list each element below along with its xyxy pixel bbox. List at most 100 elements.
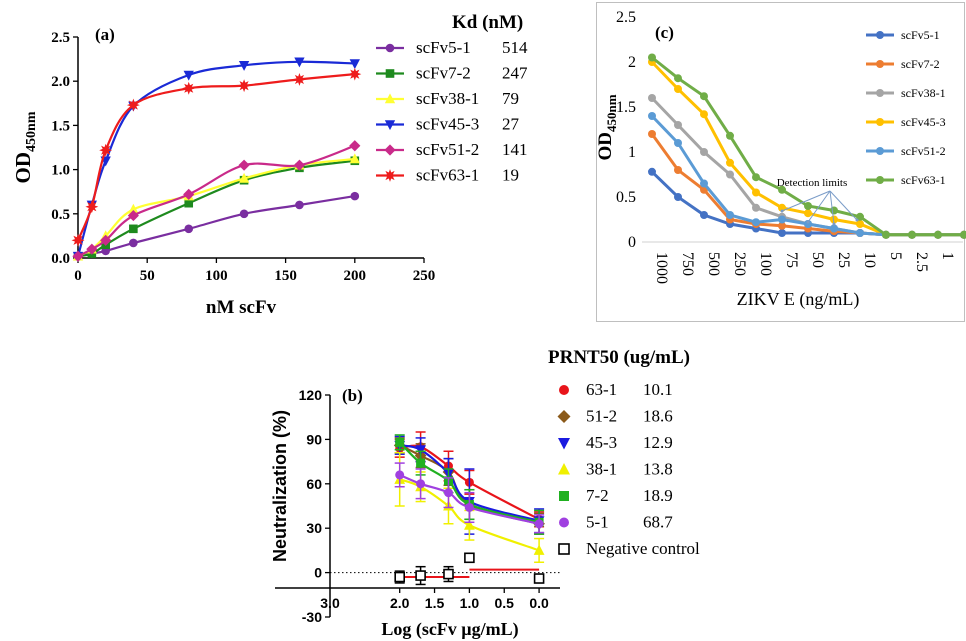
data-point <box>415 445 427 456</box>
data-point <box>752 203 760 212</box>
legend-c: scFv5-1 scFv7-2 scFv38-1 scFv45-3 scFv51-2 sc… <box>866 28 946 187</box>
legend-a: Kd (nM) scFv5-1 514 scFv7-2 247 scFv38-1 79 scF… <box>376 12 528 185</box>
data-point <box>830 224 838 233</box>
data-point <box>238 159 250 171</box>
legend-label: scFv63-1 <box>901 173 946 187</box>
data-point <box>882 230 890 239</box>
data-point <box>700 110 708 119</box>
legend-label: scFv7-2 <box>901 57 940 71</box>
annotation-arrow <box>781 190 831 212</box>
data-point <box>443 488 453 498</box>
annotation-arrow <box>807 190 831 223</box>
y-tick-label: 0.5 <box>51 207 70 223</box>
x-tick-label: 25 <box>835 252 852 268</box>
data-point <box>752 188 760 197</box>
data-point <box>395 470 405 480</box>
x-tick-label: 1.5 <box>425 595 445 611</box>
x-tick-label: 250 <box>731 252 748 276</box>
data-point <box>804 202 812 210</box>
data-point <box>726 170 734 179</box>
data-point <box>443 568 454 580</box>
panel-label: (c) <box>655 23 674 42</box>
data-point <box>129 224 138 234</box>
panel-a: 0.0 0.5 1.0 1.5 2.0 2.5 0 50 100 150 200 250 nM scFv… <box>11 12 528 318</box>
series-scFv63-1 <box>71 67 362 247</box>
legend-marker <box>558 438 570 450</box>
data-point <box>238 60 250 71</box>
panel-c: 0 0.5 1 1.5 2 2.5 1000 750 500 250 100 75 50 25 10 5 2.5… <box>595 9 966 310</box>
data-point <box>183 188 195 200</box>
data-point <box>99 143 113 157</box>
annotation-arrow-head <box>855 218 859 222</box>
legend-marker <box>559 491 569 501</box>
legend-prnt50: 12.9 <box>643 433 673 452</box>
x-tick-label: 750 <box>679 252 696 276</box>
annotation-arrow-head <box>806 220 810 224</box>
data-point <box>348 67 362 81</box>
series-Negative control <box>394 552 545 586</box>
x-tick-label: 100 <box>757 252 774 276</box>
data-point <box>183 70 194 81</box>
series-scFv51-2 <box>72 140 361 262</box>
legend-marker <box>876 31 884 39</box>
legend-marker <box>876 60 884 68</box>
legend-prnt50: 68.7 <box>643 513 673 532</box>
series-scFv5-1 <box>73 191 360 261</box>
y-tick-label: 2.0 <box>51 74 70 90</box>
data-point <box>700 179 708 188</box>
data-point <box>464 502 474 512</box>
data-point <box>126 98 140 112</box>
fit-curve <box>76 73 355 241</box>
x-tick-label: 0.5 <box>495 595 515 611</box>
data-point <box>726 158 734 167</box>
y-axis-label: OD450nm <box>595 94 619 160</box>
x-axis-label: nM scFv <box>206 297 277 318</box>
legend-marker <box>559 385 569 395</box>
x-tick-label: 75 <box>783 252 800 268</box>
detection-limits-annotation: Detection limits <box>777 177 859 226</box>
data-point <box>416 458 426 468</box>
data-point <box>830 206 838 215</box>
y-axis-label-sub: 450nm <box>24 111 39 152</box>
data-point <box>700 92 708 101</box>
x-tick-label: 200 <box>344 268 367 284</box>
legend-prnt50: 10.1 <box>643 380 673 399</box>
data-point <box>238 172 250 183</box>
x-tick-label: 100 <box>205 268 228 284</box>
legend-kd: 19 <box>502 166 519 185</box>
legend-label: scFv45-3 <box>901 115 946 129</box>
legend-marker <box>384 144 396 156</box>
annotation-text: Detection limits <box>777 177 848 189</box>
legend-marker <box>385 43 395 53</box>
data-point <box>293 73 306 86</box>
y-tick-label: 1 <box>628 144 636 161</box>
x-axis-label: Log (scFv µg/mL) <box>381 619 518 640</box>
data-point <box>908 230 916 239</box>
data-point <box>778 229 786 237</box>
legend-label: 5-1 <box>586 513 609 532</box>
x-tick-label: 5 <box>887 252 904 260</box>
data-point <box>533 544 545 555</box>
legend-marker <box>557 410 571 423</box>
x-axis-label: ZIKV E (ng/mL) <box>737 289 860 310</box>
data-point <box>726 211 734 219</box>
fit-curve <box>77 159 355 258</box>
x-tick-label: 50 <box>140 268 155 284</box>
y-tick-label: 1.5 <box>51 118 70 134</box>
y-tick-label: 2.5 <box>51 30 70 46</box>
data-point <box>778 221 786 230</box>
legend-marker <box>559 517 569 528</box>
annotation-arrow <box>829 190 858 221</box>
y-axis-label: Neutralization (%) <box>270 410 290 562</box>
data-point <box>394 571 405 583</box>
data-point <box>778 215 786 224</box>
data-point <box>184 224 194 234</box>
legend-prnt50: 18.6 <box>643 407 673 426</box>
x-tick-label: 0.0 <box>529 595 549 611</box>
legend-label: 45-3 <box>586 433 617 452</box>
legend-label: scFv5-1 <box>416 38 471 57</box>
x-tick-label: 250 <box>413 268 436 284</box>
legend-marker <box>876 89 884 97</box>
legend-kd: 79 <box>502 89 519 108</box>
